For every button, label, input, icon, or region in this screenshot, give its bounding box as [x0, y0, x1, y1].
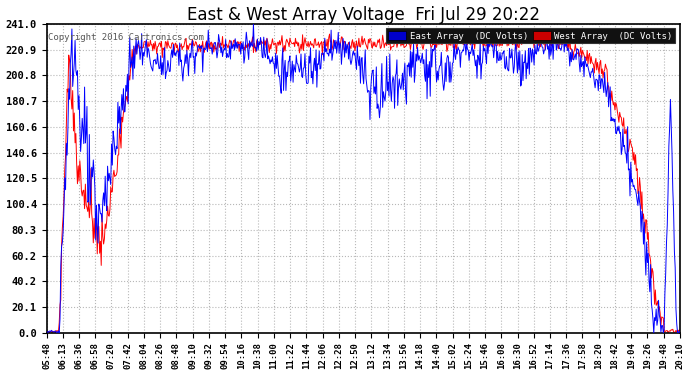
Title: East & West Array Voltage  Fri Jul 29 20:22: East & West Array Voltage Fri Jul 29 20:…	[187, 6, 540, 24]
Text: Copyright 2016 Cartronics.com: Copyright 2016 Cartronics.com	[48, 33, 204, 42]
Legend: East Array  (DC Volts), West Array  (DC Volts): East Array (DC Volts), West Array (DC Vo…	[386, 28, 676, 44]
